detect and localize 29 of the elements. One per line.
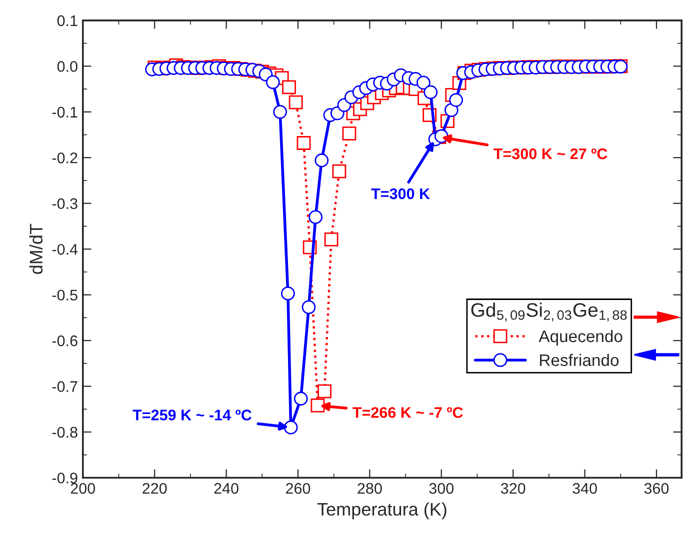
x-tick-label: 260	[286, 483, 310, 494]
y-tick-label: -0.9	[52, 472, 78, 484]
x-tick-label: 360	[644, 483, 669, 494]
x-axis-title: Temperatura (K)	[317, 502, 446, 520]
legend-title: Gd$_{5,09}$Si$_{2,03}$Ge$_{1,88}$	[471, 302, 627, 322]
annotation: T=300 K ~ 27 ºC	[494, 148, 608, 160]
x-tick-label: 340	[572, 483, 597, 494]
y-tick-label: -0.6	[52, 335, 78, 346]
x-tick-label: 280	[358, 483, 382, 494]
y-tick-label: -0.5	[52, 290, 78, 301]
x-tick-label: 300	[429, 483, 454, 494]
x-tick-label: 200	[70, 483, 96, 494]
y-tick-label: 0.1	[57, 15, 78, 26]
annotation: T=300 K	[371, 188, 430, 200]
annotation: T=266 K ~ -7 ºC	[352, 407, 463, 418]
x-tick-label: 240	[214, 483, 238, 494]
y-axis-title: dM/dT	[29, 224, 43, 274]
legend-label: Aquecendo	[538, 330, 622, 346]
x-tick-label: 320	[500, 483, 526, 494]
y-tick-label: -0.7	[52, 381, 78, 392]
x-tick-label: 220	[142, 483, 167, 494]
y-tick-label: -0.8	[52, 426, 78, 438]
legend-label: Resfriando	[540, 354, 619, 366]
y-tick-label: -0.2	[52, 152, 78, 164]
y-tick-label: -0.3	[52, 198, 78, 210]
annotation: T=259 K ~ -14 ºC	[132, 410, 252, 420]
y-tick-label: 0.0	[57, 61, 78, 72]
y-tick-label: -0.1	[52, 106, 78, 118]
y-tick-label: -0.4	[52, 244, 78, 255]
